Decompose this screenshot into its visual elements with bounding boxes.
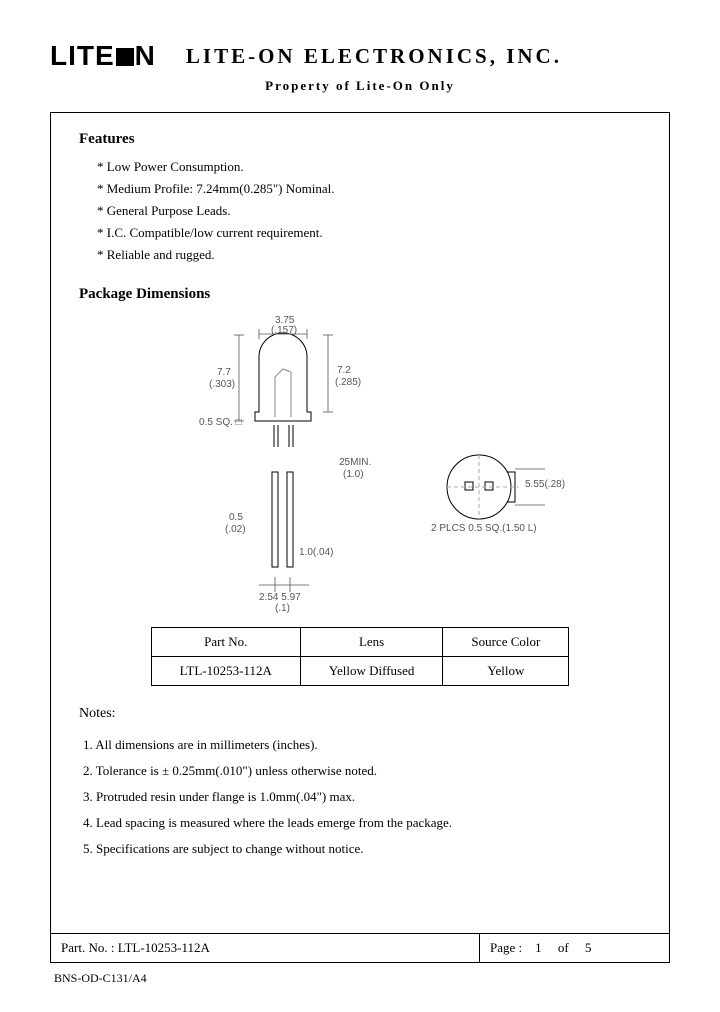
logo: LITE N: [50, 40, 156, 72]
subtitle: Property of Lite-On Only: [50, 78, 670, 94]
dim-lead-note: 1.0(.04): [299, 547, 333, 558]
logo-text-1: LITE: [50, 40, 115, 71]
dim-lead-len: 25MIN.: [339, 457, 371, 468]
logo-square-icon: [116, 48, 134, 66]
table-header-row: Part No. Lens Source Color: [151, 628, 569, 657]
content-box: Features * Low Power Consumption. * Medi…: [50, 112, 670, 934]
dim-body-h-in: (.303): [209, 379, 235, 390]
dim-lead-len-in: (1.0): [343, 469, 364, 480]
dim-bottom-note: 2 PLCS 0.5 SQ.(1.50 L): [431, 523, 537, 534]
dim-top-width-in: (.157): [271, 325, 297, 336]
feature-item: * Reliable and rugged.: [97, 244, 641, 266]
note-item: 2. Tolerance is ± 0.25mm(.010") unless o…: [83, 758, 641, 784]
footer-page: Page : 1 of 5: [479, 934, 669, 962]
footer: Part. No. : LTL-10253-112A Page : 1 of 5: [50, 934, 670, 963]
dim-sq2-in: (.02): [225, 524, 246, 535]
note-item: 1. All dimensions are in millimeters (in…: [83, 732, 641, 758]
feature-item: * I.C. Compatible/low current requiremen…: [97, 222, 641, 244]
cell-part-no: LTL-10253-112A: [151, 657, 300, 686]
feature-item: * Low Power Consumption.: [97, 156, 641, 178]
note-item: 4. Lead spacing is measured where the le…: [83, 810, 641, 836]
features-list: * Low Power Consumption. * Medium Profil…: [97, 156, 641, 266]
company-name: LITE-ON ELECTRONICS, INC.: [186, 44, 562, 69]
doc-code: BNS-OD-C131/A4: [54, 971, 670, 986]
dim-pitch-in: (.1): [275, 603, 290, 614]
page-total: 5: [585, 940, 592, 955]
logo-text-2: N: [135, 40, 156, 71]
page-of: of: [558, 940, 569, 955]
notes-title: Notes:: [79, 706, 641, 722]
dim-body-h: 7.7: [217, 367, 231, 378]
page-label: Page :: [490, 940, 522, 955]
table-row: LTL-10253-112A Yellow Diffused Yellow: [151, 657, 569, 686]
dim-sq2: 0.5: [229, 512, 243, 523]
col-part-no: Part No.: [151, 628, 300, 657]
col-lens: Lens: [300, 628, 442, 657]
dim-overall-h: 7.2: [337, 365, 351, 376]
dim-pitch: 2.54 5.97: [259, 592, 301, 603]
parts-table: Part No. Lens Source Color LTL-10253-112…: [151, 627, 570, 686]
footer-part-no: Part. No. : LTL-10253-112A: [51, 934, 479, 962]
feature-item: * Medium Profile: 7.24mm(0.285") Nominal…: [97, 178, 641, 200]
package-title: Package Dimensions: [79, 286, 641, 303]
package-diagram: 3.75 (.157) 7.7 (.303) 7.2 (.285) 0.5 SQ…: [79, 317, 641, 617]
col-source-color: Source Color: [443, 628, 569, 657]
note-item: 5. Specifications are subject to change …: [83, 836, 641, 862]
feature-item: * General Purpose Leads.: [97, 200, 641, 222]
dim-overall-h-in: (.285): [335, 377, 361, 388]
note-item: 3. Protruded resin under flange is 1.0mm…: [83, 784, 641, 810]
header: LITE N LITE-ON ELECTRONICS, INC.: [50, 40, 670, 72]
notes-list: 1. All dimensions are in millimeters (in…: [83, 732, 641, 862]
cell-lens: Yellow Diffused: [300, 657, 442, 686]
dim-flange: 5.55(.28): [525, 479, 565, 490]
features-title: Features: [79, 131, 641, 148]
dim-sq: 0.5 SQ. □: [199, 417, 242, 428]
page: LITE N LITE-ON ELECTRONICS, INC. Property…: [0, 0, 720, 1012]
cell-source-color: Yellow: [443, 657, 569, 686]
page-current: 1: [535, 940, 542, 955]
